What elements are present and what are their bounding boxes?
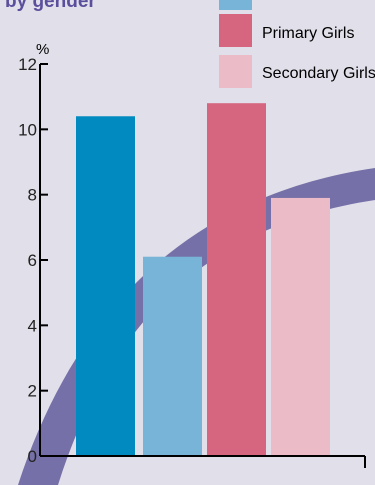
legend: Primary Girls Secondary Girls — [219, 0, 375, 88]
x-axis — [40, 455, 366, 468]
y-tick-label: 2 — [28, 382, 37, 401]
bar-3 — [207, 103, 266, 456]
bar-4 — [271, 197, 330, 456]
title: by genderc — [5, 0, 103, 12]
y-tick-label: 6 — [28, 251, 37, 270]
y-axis-unit: % — [36, 41, 49, 58]
svg-text:by genderc: by genderc — [5, 0, 103, 12]
bars — [76, 103, 330, 457]
chart-title: by gender — [5, 0, 96, 12]
y-tick-label: 12 — [18, 55, 37, 74]
y-tick-label: 0 — [28, 447, 37, 466]
bar-1 — [76, 116, 135, 457]
legend-label-primary-girls: Primary Girls — [262, 25, 354, 42]
y-ticks: 0 2 4 6 8 10 12 — [18, 55, 48, 466]
title-superscript: c — [96, 0, 103, 3]
y-tick-label: 4 — [28, 316, 37, 335]
bar-2 — [143, 256, 202, 456]
y-tick-label: 10 — [18, 120, 37, 139]
legend-swatch-2 — [219, 14, 252, 47]
y-tick-label: 8 — [28, 186, 37, 205]
legend-swatch-1 — [219, 0, 252, 10]
legend-swatch-3 — [219, 55, 252, 88]
y-axis: 0 2 4 6 8 10 12 % — [18, 41, 49, 466]
legend-label-secondary-girls: Secondary Girls — [262, 65, 375, 82]
decorative-arc — [18, 168, 375, 485]
